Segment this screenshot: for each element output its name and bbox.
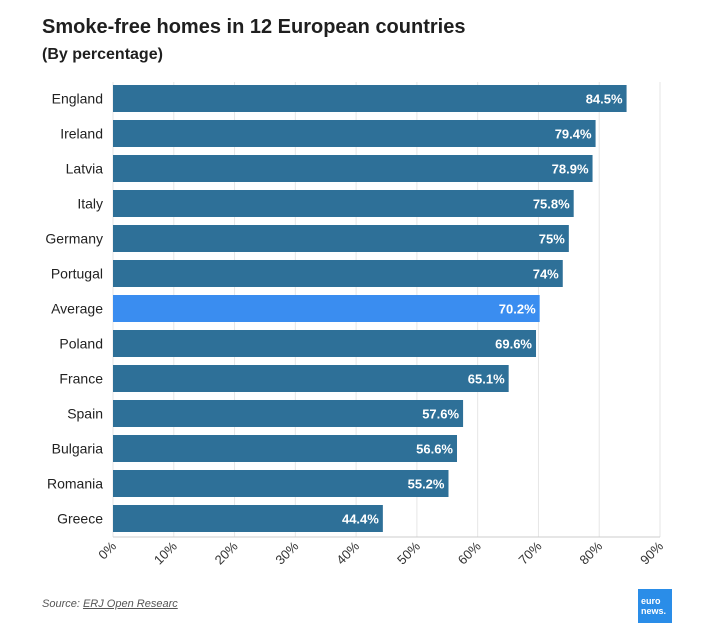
- x-tick-label-80: 80%: [576, 538, 605, 567]
- value-label-spain: 57.6%: [422, 407, 459, 422]
- source-note: Source: ERJ Open Researc: [42, 598, 178, 610]
- x-tick-label-50: 50%: [394, 538, 423, 567]
- x-tick-label-40: 40%: [333, 538, 362, 567]
- value-label-average: 70.2%: [499, 302, 536, 317]
- value-label-portugal: 74%: [533, 267, 559, 282]
- category-label-italy: Italy: [77, 196, 103, 212]
- bar-greece: [113, 505, 383, 532]
- category-label-greece: Greece: [57, 511, 103, 527]
- euronews-logo: euro news.: [638, 589, 672, 623]
- category-label-france: France: [59, 371, 103, 387]
- bar-latvia: [113, 155, 593, 182]
- chart-title: Smoke-free homes in 12 European countrie…: [42, 16, 466, 38]
- x-tick-label-70: 70%: [516, 538, 545, 567]
- category-label-bulgaria: Bulgaria: [52, 441, 104, 457]
- bar-average: [113, 295, 540, 322]
- bar-poland: [113, 330, 537, 357]
- category-label-average: Average: [51, 301, 103, 317]
- bar-portugal: [113, 260, 563, 287]
- value-label-ireland: 79.4%: [555, 127, 592, 142]
- x-tick-label-30: 30%: [272, 538, 301, 567]
- bar-romania: [113, 470, 449, 497]
- bar-ireland: [113, 120, 596, 147]
- value-label-bulgaria: 56.6%: [416, 442, 453, 457]
- category-label-portugal: Portugal: [51, 266, 103, 282]
- x-tick-label-90: 90%: [637, 538, 666, 567]
- source-link[interactable]: ERJ Open Researc: [82, 598, 178, 610]
- chart-subtitle: (By percentage): [42, 46, 163, 63]
- category-label-poland: Poland: [59, 336, 103, 352]
- x-tick-label-60: 60%: [455, 538, 484, 567]
- category-label-germany: Germany: [45, 231, 103, 247]
- category-label-latvia: Latvia: [66, 161, 104, 177]
- x-tick-label-0: 0%: [95, 538, 119, 562]
- value-label-latvia: 78.9%: [552, 162, 589, 177]
- x-tick-label-20: 20%: [212, 538, 241, 567]
- x-tick-label-10: 10%: [151, 538, 180, 567]
- logo-line-1: euro: [641, 596, 661, 606]
- bar-germany: [113, 225, 569, 252]
- bar-italy: [113, 190, 574, 217]
- value-label-romania: 55.2%: [408, 477, 445, 492]
- value-label-greece: 44.4%: [342, 512, 379, 527]
- value-label-germany: 75%: [539, 232, 565, 247]
- category-label-england: England: [52, 91, 103, 107]
- bar-spain: [113, 400, 464, 427]
- value-label-france: 65.1%: [468, 372, 505, 387]
- bar-france: [113, 365, 509, 392]
- category-label-romania: Romania: [47, 476, 103, 492]
- bar-bulgaria: [113, 435, 458, 462]
- value-label-italy: 75.8%: [533, 197, 570, 212]
- category-label-ireland: Ireland: [60, 126, 103, 142]
- bar-england: [113, 85, 627, 112]
- source-prefix: Source:: [42, 598, 83, 610]
- category-label-spain: Spain: [67, 406, 103, 422]
- value-label-england: 84.5%: [586, 92, 623, 107]
- value-label-poland: 69.6%: [495, 337, 532, 352]
- logo-line-2: news.: [641, 606, 667, 616]
